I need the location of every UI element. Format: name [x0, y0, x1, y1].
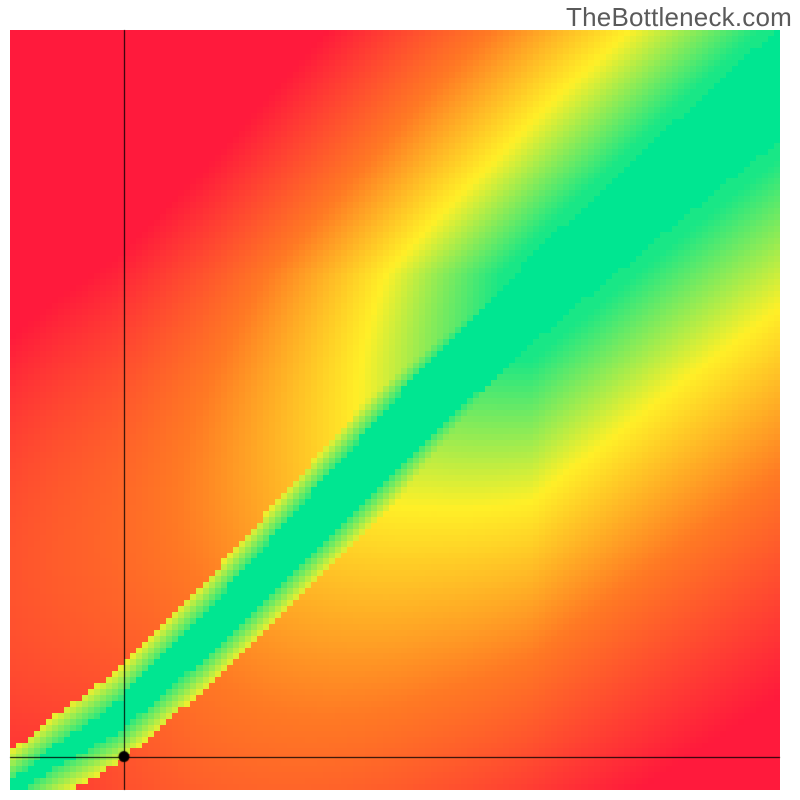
chart-container: TheBottleneck.com [0, 0, 800, 800]
bottleneck-heatmap [0, 0, 800, 800]
